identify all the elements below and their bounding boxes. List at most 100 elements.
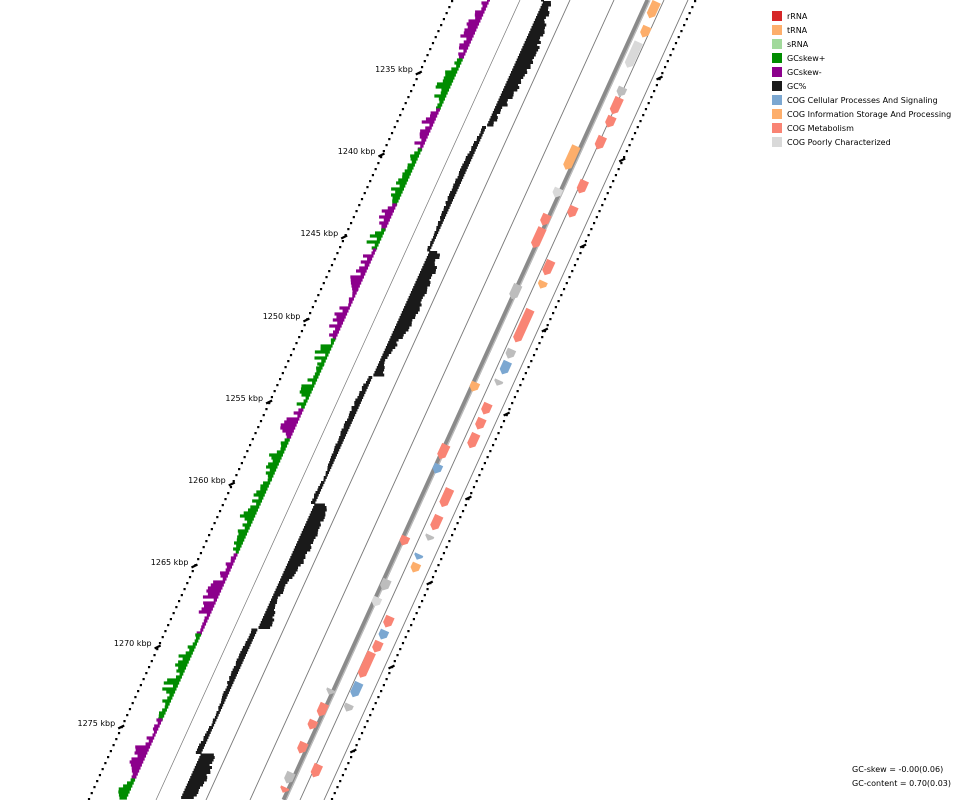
axis-dot [434,36,437,39]
axis-dot [336,786,339,789]
cds-feature [437,442,451,460]
legend-label: COG Metabolism [787,123,854,133]
cds-feature [624,40,643,68]
axis-dot [341,240,344,243]
axis-dot [680,30,683,33]
axis-dot [472,486,476,489]
axis-dot [213,522,216,525]
axis-dot [369,180,372,183]
cds-feature [567,204,579,218]
axis-dot [614,174,618,177]
axis-dot [491,444,495,447]
axis-dot [445,546,448,549]
axis-dot [180,594,183,597]
axis-dot [112,744,115,747]
axis-dot [109,750,112,753]
cds-feature [372,639,384,653]
legend-item: COG Metabolism [772,121,951,135]
tick-label: 1270 kbp [114,639,152,648]
cds-feature [371,595,383,607]
axis-dot [470,492,473,495]
guide-line [323,0,689,800]
axis-dot [117,732,121,735]
axis-dot [360,732,364,735]
legend-label: COG Poorly Characterized [787,137,891,147]
axis-dot [287,360,290,363]
axis-dot [377,162,380,165]
axis-dot [339,246,342,249]
axis-dot [423,60,426,63]
axis-dot [549,318,552,321]
axis-dot [350,756,353,759]
axis-dot [401,642,405,645]
axis-dot [587,234,590,237]
axis-dot [232,480,235,483]
cds-feature [640,24,652,38]
axis-dot [309,312,312,315]
axis-dot [257,426,260,429]
axis-dot [328,270,331,273]
cds-feature [432,462,444,474]
axis-dot [243,456,246,459]
axis-dot [246,450,249,453]
axis-dot [511,402,514,405]
axis-dot [363,726,366,729]
legend-item: COG Poorly Characterized [772,135,951,149]
axis-dot [281,372,284,375]
axis-dot [330,798,334,800]
cds-feature [307,718,319,730]
major-tick [503,411,511,417]
axis-dot [90,792,93,795]
axis-dot [333,258,336,261]
major-tick [117,724,125,730]
axis-dot [609,186,612,189]
axis-dot [164,630,167,633]
cds-feature [467,431,481,449]
axis-dot [434,570,437,573]
legend: rRNA tRNA sRNA GCskew+ GCskew- GC% COG Cellula… [772,9,951,149]
major-tick [349,748,357,754]
axis-dot [115,738,118,741]
axis-dot [396,654,399,657]
cds-feature [284,770,296,784]
cds-feature [646,0,661,19]
axis-dot [150,660,153,663]
cds-feature [297,740,309,754]
cds-feature [316,701,329,717]
axis-dot [311,306,314,309]
axis-dot [418,606,421,609]
axis-dot [423,594,426,597]
axis-dot [451,534,454,537]
cds-feature [505,347,517,359]
axis-dot [666,60,669,63]
axis-dot [134,696,137,699]
legend-swatch [772,11,782,21]
legend-item: COG Cellular Processes And Signaling [772,93,951,107]
axis-dot [633,132,637,135]
axis-dot [426,54,429,57]
axis-dot [623,156,626,159]
axis-dot [380,156,383,159]
legend-item: GCskew- [772,65,951,79]
axis-dot [276,384,279,387]
axis-dot [254,432,257,435]
axis-dot [240,462,243,465]
major-tick [154,644,162,650]
axis-dot [279,378,282,381]
axis-dot [186,582,189,585]
axis-dot [390,132,394,135]
axis-dot [552,312,555,315]
axis-dot [360,198,364,201]
axis-dot [388,672,391,675]
axis-dot [560,294,563,297]
axis-dot [300,330,304,333]
axis-dot [235,474,238,477]
axis-dot [248,444,252,447]
legend-label: tRNA [787,25,808,35]
axis-dot [642,114,645,117]
axis-dot [415,612,418,615]
axis-dot [601,204,604,207]
major-tick [415,70,423,76]
axis-dot [399,648,402,651]
axis-dot [437,30,440,33]
